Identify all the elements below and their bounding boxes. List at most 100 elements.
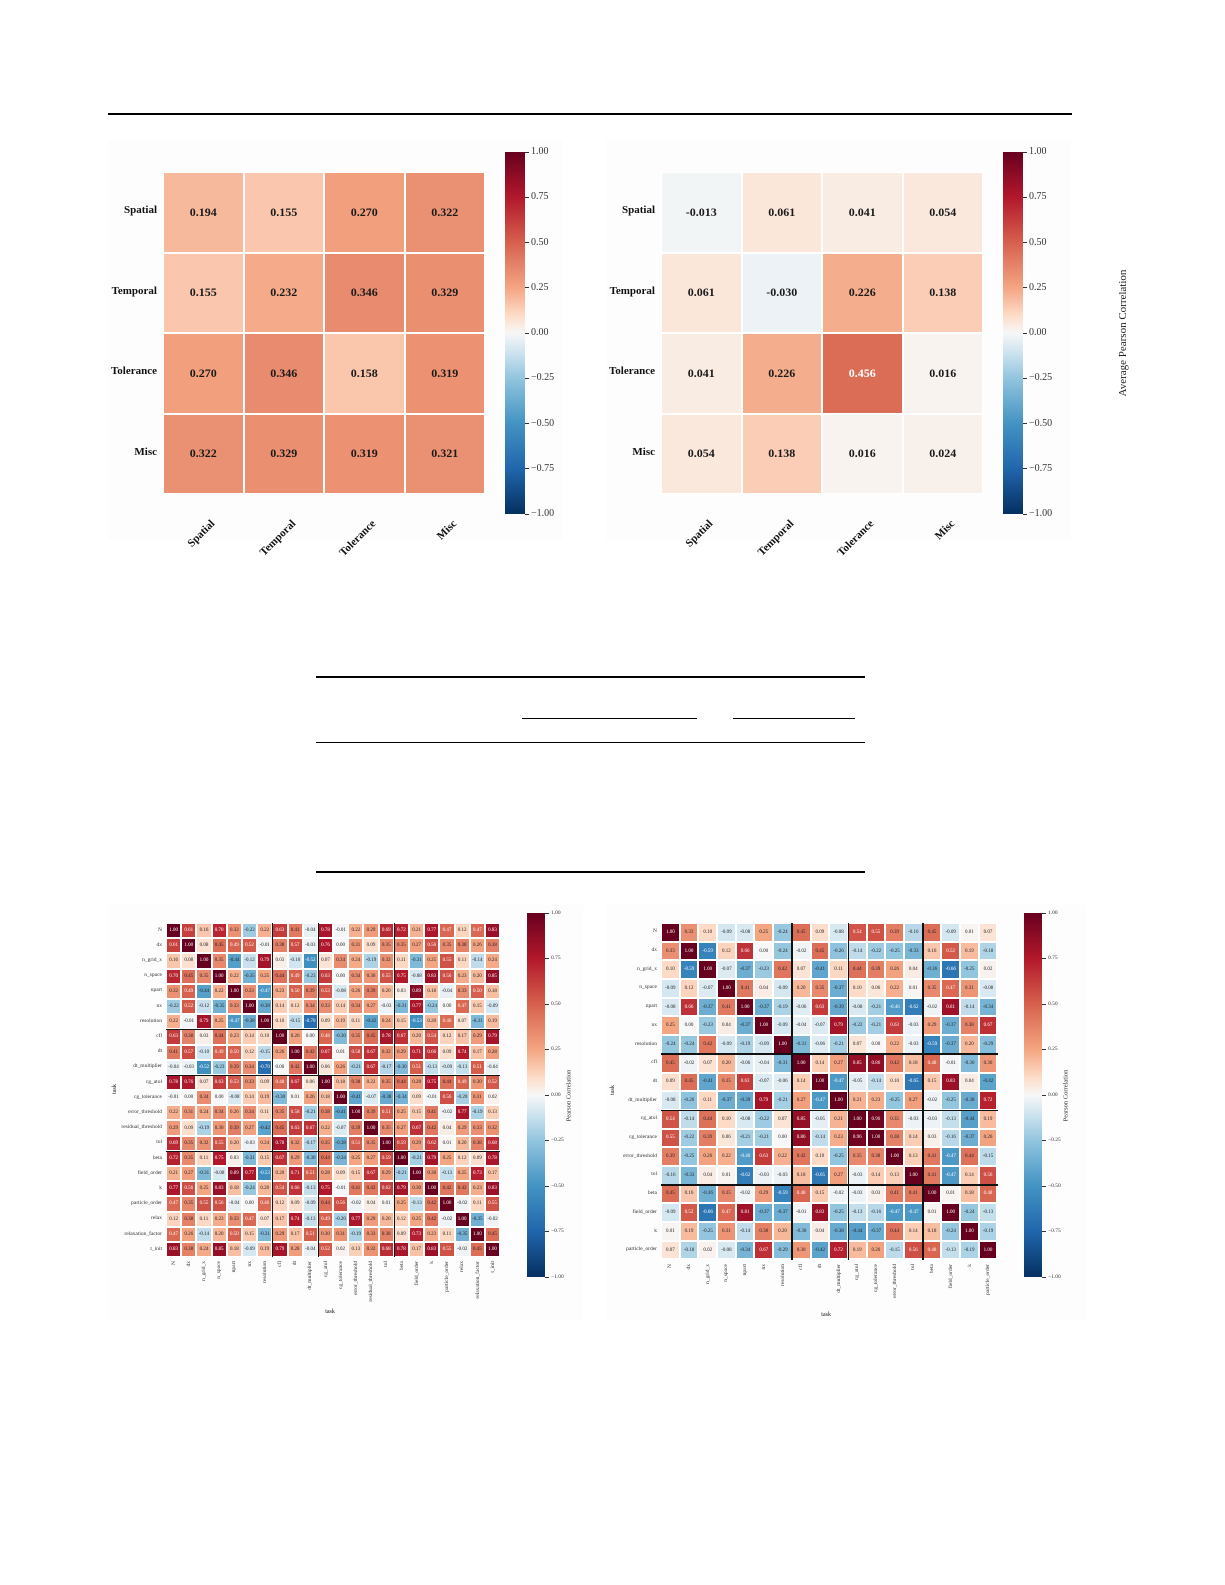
colorbar-tick: 0.50 (1042, 1000, 1058, 1007)
heatmap-cell: -0.37 (698, 997, 718, 1017)
colorbar-tick: 0.25 (1042, 1046, 1058, 1053)
heatmap-cell: -0.23 (754, 960, 774, 980)
heatmap-cell: 0.12 (272, 1196, 288, 1212)
heatmap-cell: 0.10 (661, 960, 680, 980)
heatmap-cell: 0.50 (287, 983, 303, 999)
colorbar-tick: 0.25 (525, 281, 549, 293)
colorbar-tick: −0.75 (1022, 462, 1053, 474)
heatmap-cell: 0.44 (960, 1147, 979, 1166)
heatmap-cell: 1.00 (348, 1105, 364, 1121)
col-label: n_space (216, 1261, 223, 1280)
heatmap-cell: 0.55 (439, 953, 455, 969)
heatmap-cell: 0.45 (272, 1120, 288, 1136)
heatmap-cell: 0.054 (902, 172, 983, 253)
col-label: Misc (434, 517, 459, 543)
heatmap-cell: 0.12 (454, 923, 470, 939)
heatmap-cell: 0.26 (226, 1105, 242, 1121)
row-label: cg_tolerance (133, 1093, 162, 1100)
heatmap-cell: 0.47 (166, 1226, 182, 1242)
heatmap-cell: 0.33 (454, 983, 470, 999)
heatmap-cell: 0.38 (469, 1135, 485, 1151)
heatmap-cell: -0.08 (717, 1240, 736, 1260)
heatmap-cell: 0.34 (241, 1059, 258, 1075)
heatmap-cell: 0.68 (378, 1241, 394, 1258)
heatmap-cell: 0.04 (717, 1016, 736, 1036)
heatmap-cell: -0.09 (717, 923, 736, 942)
group-separator (166, 1028, 501, 1031)
colorbar-tick: 0.50 (525, 236, 549, 248)
heatmap-cell: 0.21 (829, 1109, 848, 1129)
colorbar-tick: −0.50 (1022, 417, 1053, 429)
heatmap-cell: -0.37 (866, 1222, 886, 1241)
heatmap-cell: -0.07 (698, 979, 718, 998)
heatmap-grid: 1.00 0.61 0.16 0.70 0.32 -0.22 0.22 0.63 0.41 -0.… (166, 923, 501, 1258)
group-separator (166, 1074, 501, 1076)
heatmap-cell: 0.29 (409, 1135, 425, 1151)
heatmap-cell: -0.03 (181, 1059, 197, 1075)
heatmap-cell: -0.34 (333, 1150, 349, 1166)
row-label: N (653, 928, 657, 935)
heatmap-cell: 0.04 (754, 979, 774, 998)
heatmap-cell: -0.14 (810, 1128, 830, 1148)
heatmap-cell: 0.194 (163, 172, 244, 253)
col-label: error_threshold (353, 1261, 359, 1296)
col-label: cg_tolerance (873, 1263, 880, 1292)
heatmap-cell: 0.00 (439, 998, 455, 1015)
heatmap-cell: -0.19 (978, 1222, 998, 1241)
heatmap-cell: 0.02 (484, 1090, 501, 1106)
heatmap-cell: -0.03 (903, 1035, 923, 1054)
heatmap-cell: 0.69 (166, 1135, 182, 1151)
heatmap-cell: -0.24 (424, 998, 440, 1015)
heatmap-cell: 0.01 (903, 979, 923, 998)
heatmap-cell: 0.27 (363, 998, 379, 1015)
colorbar-tick: −0.25 (1022, 372, 1053, 384)
row-label: t_init (150, 1245, 162, 1252)
row-label: dx (651, 947, 658, 954)
table-bottom-rule (316, 871, 865, 873)
heatmap-cell: 0.38 (181, 1241, 197, 1258)
col-label: nx (760, 1263, 767, 1270)
col-label: residual_threshold (368, 1261, 375, 1303)
heatmap-cell: 0.45 (679, 1072, 699, 1092)
row-label: Tolerance (110, 365, 157, 378)
heatmap-cell: -0.21 (348, 1059, 364, 1075)
avg-correlation-heatmap-right: -0.013 0.061 0.041 0.054 0.061 -0.030 0.226 0.1… (606, 140, 1129, 559)
heatmap-cell: 0.09 (257, 1074, 273, 1091)
heatmap-cell: 0.03 (393, 983, 409, 999)
heatmap-cell: -0.37 (941, 1016, 960, 1036)
group-separator (271, 923, 274, 1258)
heatmap-cell: 0.24 (196, 1105, 212, 1121)
heatmap-cell: 0.85 (484, 968, 501, 984)
heatmap-cell: 0.77 (454, 1105, 470, 1121)
heatmap-cell: 0.77 (241, 1166, 258, 1182)
row-label: n_grid_x (637, 965, 657, 972)
heatmap-cell: 0.11 (698, 1091, 718, 1110)
heatmap-cell: 0.12 (454, 1150, 470, 1166)
heatmap-cell: 0.55 (661, 1128, 680, 1148)
heatmap-cell: -0.24 (661, 1035, 680, 1054)
heatmap-cell: 0.03 (272, 953, 288, 969)
heatmap-cell: -0.31 (409, 953, 425, 969)
heatmap-cell: 0.04 (363, 1196, 379, 1212)
heatmap-cell: 0.04 (960, 1072, 979, 1092)
heatmap-cell: 0.38 (885, 1128, 904, 1148)
heatmap-cell: 0.11 (439, 1226, 455, 1242)
heatmap-cell: 0.25 (211, 1014, 227, 1030)
heatmap-cell: -0.38 (241, 1014, 258, 1030)
heatmap-cell: 0.49 (211, 1044, 227, 1060)
heatmap-cell: 0.38 (754, 1222, 774, 1241)
col-label: n_grid_x (201, 1261, 207, 1282)
heatmap-cell: 0.78 (317, 923, 334, 939)
colorbar-label: Pearson Correlation (1062, 1069, 1070, 1122)
heatmap-cell: 0.30 (363, 968, 379, 984)
col-label: nx (246, 1261, 253, 1267)
heatmap-cell: -0.16 (903, 923, 923, 942)
heatmap-cell: 0.45 (469, 1241, 485, 1258)
row-label: nx (156, 1002, 163, 1009)
heatmap-cell: 0.10 (810, 1147, 830, 1166)
heatmap-cell: -0.01 (941, 1053, 960, 1073)
col-label: tol (910, 1263, 917, 1270)
heatmap-cell: 0.329 (243, 413, 324, 494)
col-label: cfl (798, 1263, 805, 1270)
heatmap-cell: -0.21 (735, 1128, 755, 1148)
